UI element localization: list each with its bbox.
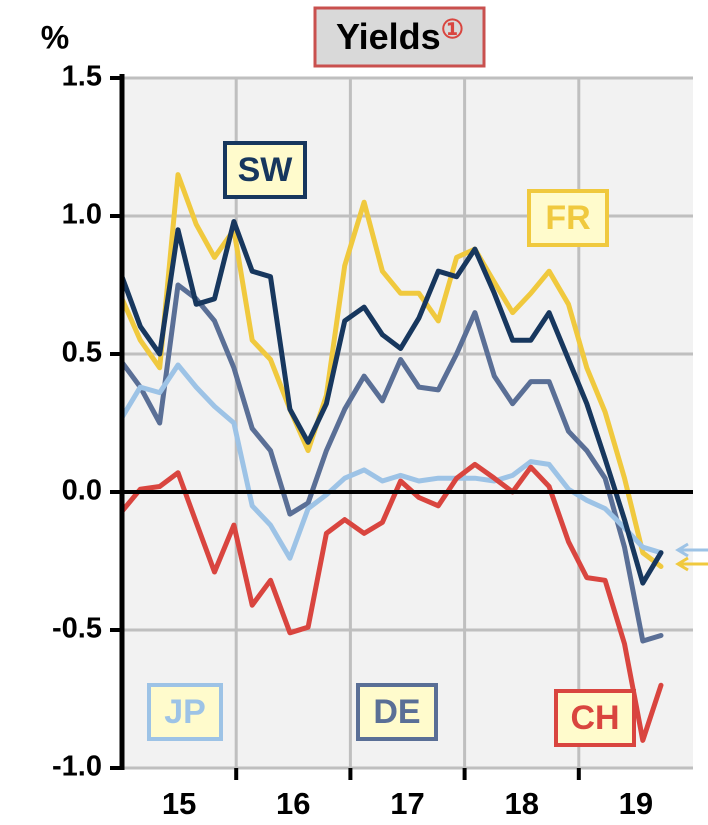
y-tick-label: 0.0 [62, 475, 102, 507]
x-tick-label: 19 [619, 786, 653, 821]
axes: 1.5 1.0 0.5 0.0 -0.5 -1.0 15 16 17 18 19 [52, 61, 693, 821]
x-tick-label: 15 [162, 786, 196, 821]
y-tick-label: 1.5 [62, 61, 102, 93]
series-label-box [527, 189, 609, 247]
y-tick-label: -0.5 [52, 613, 102, 645]
x-tick-label: 18 [504, 786, 538, 821]
series-label: DE [373, 693, 420, 731]
y-tick-label: 1.0 [62, 199, 102, 231]
chart-title: Yields [336, 16, 441, 57]
series-label-box [356, 683, 438, 741]
series-label-box [147, 683, 223, 741]
y-tick-label: 0.5 [62, 337, 102, 369]
series-label: SW [238, 151, 294, 189]
series-label: FR [545, 199, 590, 237]
series-label: CH [570, 699, 619, 737]
series-line [119, 282, 664, 644]
title-box [313, 6, 486, 68]
y-axis-label: % [41, 19, 69, 55]
series-label-box [223, 141, 307, 199]
x-tick-label: 16 [276, 786, 310, 821]
chart-title-group: Yields① [336, 14, 464, 57]
y-tick-label: -1.0 [52, 751, 102, 783]
title-note: ① [441, 14, 464, 44]
series-line [119, 461, 664, 743]
grid [122, 76, 693, 770]
edge-arrows [675, 542, 708, 572]
series-labels: FR DE JP SW CH [147, 141, 636, 747]
lines [119, 172, 664, 743]
x-tick-label: 17 [390, 786, 424, 821]
series-label: JP [164, 693, 206, 731]
arrow-head [675, 542, 689, 558]
series-line [119, 172, 664, 569]
arrow-head [675, 556, 689, 572]
series-line [119, 219, 664, 586]
series-label-box [554, 689, 636, 747]
